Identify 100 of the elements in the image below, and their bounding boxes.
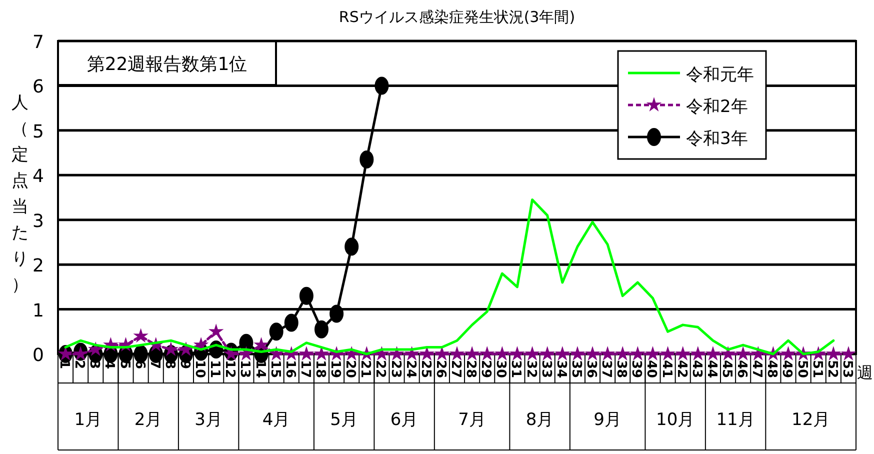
x-tick-label: 36 <box>584 360 599 378</box>
text: 9月 <box>594 410 622 430</box>
x-tick-label: 1 <box>56 360 72 370</box>
x-tick-label: 20 <box>342 360 358 378</box>
x-tick-label: 30 <box>493 360 508 378</box>
x-tick-label: 45 <box>719 360 734 378</box>
x-tick-label: 27 <box>448 360 463 378</box>
x-tick-label: 22 <box>372 360 388 378</box>
point <box>269 322 284 341</box>
x-tick-label: 16 <box>282 360 298 378</box>
y-tick-label: 6 <box>32 76 44 98</box>
point <box>494 346 510 360</box>
x-tick-label: 12 <box>222 360 238 378</box>
point <box>389 346 404 360</box>
x-tick-label: 51 <box>809 360 824 378</box>
y-tick-label: 3 <box>32 210 44 232</box>
x-tick-label: 32 <box>523 360 538 378</box>
y-tick-label: 0 <box>32 345 44 366</box>
point <box>524 346 540 360</box>
x-tick-label: 47 <box>749 360 764 378</box>
x-axis-title: 週 <box>857 363 873 382</box>
x-tick-label: 34 <box>553 360 568 378</box>
x-tick-label: 7 <box>146 360 162 370</box>
point <box>510 346 525 360</box>
point <box>404 346 420 360</box>
point <box>58 346 74 360</box>
point <box>360 150 374 168</box>
point <box>720 346 736 360</box>
point <box>600 346 616 360</box>
x-tick-label: 38 <box>614 360 629 378</box>
point <box>554 346 570 360</box>
point <box>314 320 328 338</box>
point <box>540 346 555 360</box>
point <box>224 346 239 360</box>
point <box>374 76 389 95</box>
x-tick-label: 25 <box>418 360 433 378</box>
point <box>298 346 314 360</box>
point <box>675 346 690 360</box>
point <box>630 346 646 360</box>
x-tick-label: 50 <box>794 360 810 378</box>
x-tick-label: 40 <box>644 360 659 378</box>
point <box>584 346 600 360</box>
y-tick-label: 7 <box>32 32 44 53</box>
x-tick-label: 11 <box>207 360 222 378</box>
point <box>284 314 298 332</box>
point <box>208 324 224 338</box>
point <box>690 346 706 360</box>
text: 12月 <box>792 410 830 430</box>
point <box>330 304 344 323</box>
x-tick-label: 41 <box>658 360 674 378</box>
x-tick-label: 18 <box>312 360 328 378</box>
point <box>735 346 751 360</box>
text: 4月 <box>262 410 290 430</box>
x-tick-label: 14 <box>252 360 268 378</box>
point <box>780 346 796 360</box>
point <box>570 346 586 360</box>
y-axis-title: 人（定点当たり） <box>12 93 28 295</box>
point <box>660 346 676 360</box>
chart-title: RSウイルス感染症発生状況(3年間) <box>338 8 576 26</box>
point <box>254 337 269 352</box>
annotation: 第22週報告数第1位 <box>86 54 248 75</box>
x-tick-label: 42 <box>674 360 689 378</box>
x-tick-label: 28 <box>463 360 478 378</box>
text: 10月 <box>656 410 695 430</box>
point <box>133 328 148 343</box>
point <box>268 346 284 360</box>
y-tick-label: 5 <box>32 121 44 142</box>
x-tick-label: 21 <box>358 360 373 378</box>
x-tick-label: 19 <box>328 360 343 378</box>
point <box>645 346 660 360</box>
y-tick-label: 2 <box>32 256 44 277</box>
point <box>72 346 88 360</box>
x-tick-label: 53 <box>839 360 854 378</box>
text: 2月 <box>134 410 162 430</box>
x-tick-label: 39 <box>628 360 644 378</box>
point <box>314 346 330 360</box>
legend-label: 令和元年 <box>686 65 754 85</box>
point <box>826 346 842 360</box>
text: 6月 <box>390 410 418 430</box>
x-tick-label: 52 <box>824 360 840 378</box>
x-tick-label: 48 <box>764 360 780 378</box>
x-tick-label: 3 <box>86 360 102 370</box>
point <box>449 346 465 360</box>
text: 3月 <box>194 410 222 430</box>
x-tick-label: 33 <box>538 360 554 378</box>
x-tick-label: 44 <box>704 360 719 378</box>
x-tick-label: 43 <box>688 360 704 378</box>
x-tick-label: 17 <box>297 360 312 378</box>
text: 11月 <box>716 410 755 430</box>
text: 8月 <box>526 410 554 430</box>
x-tick-label: 35 <box>568 360 584 378</box>
x-tick-label: 23 <box>388 360 403 378</box>
x-tick-label: 26 <box>432 360 448 378</box>
text: 5月 <box>330 410 358 430</box>
point <box>615 346 630 360</box>
x-tick-label: 31 <box>508 360 524 378</box>
point <box>434 346 450 360</box>
x-tick-label: 2 <box>72 360 87 370</box>
point <box>464 346 480 360</box>
point <box>238 346 254 360</box>
